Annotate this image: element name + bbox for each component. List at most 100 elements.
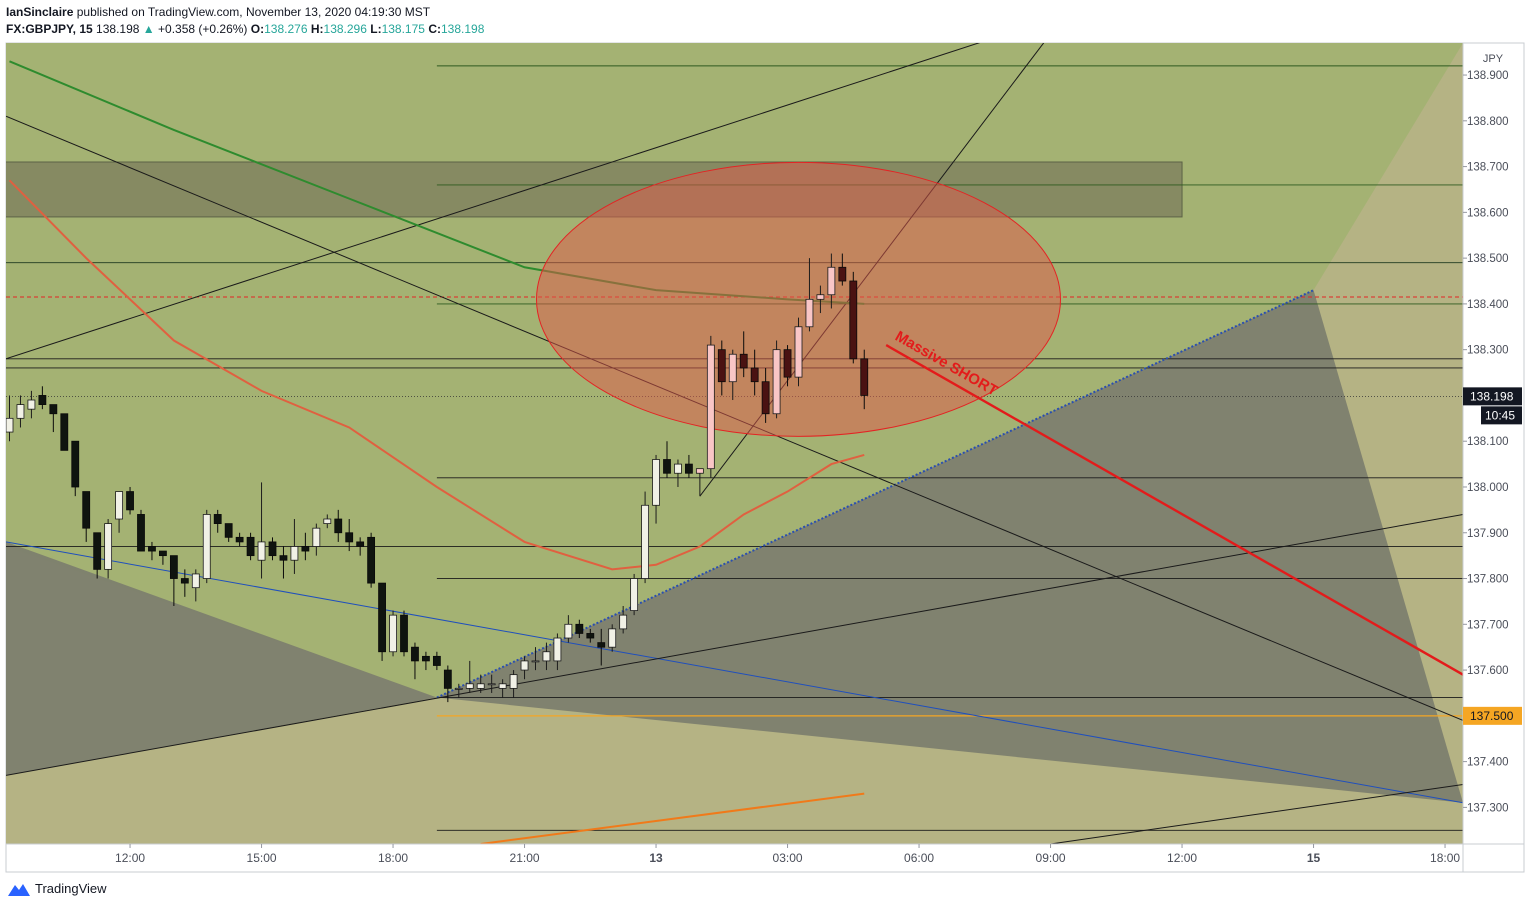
price-tick-label: 137.800 bbox=[1467, 574, 1509, 586]
candle bbox=[49, 404, 58, 433]
candle bbox=[465, 660, 474, 693]
moving-average-line bbox=[8, 179, 865, 571]
footer-branding[interactable]: TradingView bbox=[8, 881, 107, 896]
candle bbox=[783, 345, 792, 387]
candle-body bbox=[323, 518, 332, 524]
upper-trendline bbox=[6, 43, 981, 360]
symbol-label[interactable]: FX:GBPJPY, 15 bbox=[6, 22, 93, 36]
candle bbox=[827, 253, 836, 309]
candle-body bbox=[674, 463, 682, 474]
candle bbox=[805, 258, 814, 332]
candle bbox=[71, 440, 80, 497]
candle bbox=[422, 651, 430, 671]
candle-body bbox=[641, 504, 649, 579]
candle-body bbox=[739, 353, 748, 369]
candle bbox=[564, 615, 573, 643]
candle-body bbox=[487, 683, 496, 686]
candle bbox=[213, 509, 222, 533]
candle-body bbox=[553, 637, 562, 662]
candle bbox=[246, 532, 255, 561]
candle bbox=[115, 491, 123, 533]
moving-average-line bbox=[480, 792, 865, 844]
price-tick-label: 138.800 bbox=[1467, 116, 1509, 128]
candle bbox=[345, 519, 354, 552]
candle bbox=[454, 683, 463, 698]
candle bbox=[443, 665, 452, 703]
candle-body bbox=[159, 550, 167, 557]
candle-body bbox=[838, 266, 847, 282]
candle-body bbox=[794, 326, 803, 378]
last-price-value: 138.198 bbox=[96, 22, 140, 36]
candle-body bbox=[202, 514, 211, 579]
candle-body bbox=[268, 541, 277, 557]
falling-trendline bbox=[6, 541, 1463, 804]
candle-body bbox=[71, 440, 80, 488]
candle bbox=[60, 413, 69, 451]
candle-body bbox=[224, 523, 233, 538]
short-arrow-line bbox=[885, 344, 1463, 676]
ohlc-line: FX:GBPJPY, 15 138.198 ▲ +0.358 (+0.26%) … bbox=[6, 21, 484, 38]
candle bbox=[531, 647, 540, 671]
candle-body bbox=[38, 395, 47, 405]
candle bbox=[224, 523, 233, 542]
candle-body bbox=[356, 541, 365, 547]
candle bbox=[860, 349, 869, 410]
candle-body bbox=[597, 642, 606, 648]
candle bbox=[159, 550, 167, 565]
candle bbox=[849, 271, 858, 364]
candle bbox=[6, 395, 14, 442]
candle-body bbox=[717, 349, 726, 383]
candle-body bbox=[685, 463, 693, 474]
candle bbox=[728, 349, 737, 401]
candle-body bbox=[290, 546, 299, 561]
price-tick-label: 137.600 bbox=[1467, 665, 1509, 677]
candle bbox=[630, 573, 639, 616]
candle bbox=[553, 633, 562, 671]
candle-body bbox=[805, 298, 814, 328]
price-tick-label: 138.300 bbox=[1467, 345, 1509, 357]
candle bbox=[641, 491, 649, 584]
candle-body bbox=[509, 674, 518, 689]
candle-body bbox=[148, 546, 156, 552]
candle bbox=[104, 519, 113, 579]
candle bbox=[619, 605, 628, 634]
open-value: 138.276 bbox=[264, 22, 308, 36]
last-price-badge-label: 138.198 bbox=[1470, 389, 1514, 403]
candle-body bbox=[334, 518, 343, 534]
price-tick-label: 137.700 bbox=[1467, 619, 1509, 631]
candle-body bbox=[728, 353, 737, 383]
low-value: 138.175 bbox=[381, 22, 425, 36]
countdown-badge bbox=[1481, 406, 1522, 425]
candle-body bbox=[345, 532, 354, 543]
candle bbox=[137, 509, 145, 552]
time-tick-label: 12:00 bbox=[115, 851, 145, 865]
price-tick-label: 138.500 bbox=[1467, 253, 1509, 265]
candle bbox=[487, 674, 496, 693]
time-tick-label: 09:00 bbox=[1036, 851, 1066, 865]
candle bbox=[93, 532, 102, 579]
candle-body bbox=[575, 623, 584, 634]
publish-line: IanSinclaire published on TradingView.co… bbox=[6, 4, 484, 21]
price-tick-label: 138.700 bbox=[1467, 162, 1509, 174]
time-tick-label: 15:00 bbox=[247, 851, 277, 865]
level-badge-label: 137.500 bbox=[1470, 709, 1514, 723]
price-tick-label: 138.100 bbox=[1467, 436, 1509, 448]
countdown-label: 10:45 bbox=[1485, 408, 1515, 422]
highlight-ellipse bbox=[536, 161, 1061, 437]
candle bbox=[191, 569, 200, 602]
candle-body bbox=[367, 536, 376, 584]
candle-body bbox=[235, 536, 244, 543]
candle bbox=[378, 582, 386, 661]
candle bbox=[695, 468, 704, 497]
author-name[interactable]: IanSinclaire bbox=[6, 5, 74, 19]
footer-brand-text: TradingView bbox=[35, 881, 107, 896]
candle bbox=[235, 532, 244, 547]
publish-info: published on TradingView.com, November 1… bbox=[76, 5, 431, 19]
candle bbox=[674, 459, 682, 487]
candle bbox=[126, 486, 134, 515]
candle bbox=[575, 619, 584, 639]
candle bbox=[717, 340, 726, 396]
candle bbox=[389, 610, 397, 657]
candle-body bbox=[586, 633, 595, 639]
